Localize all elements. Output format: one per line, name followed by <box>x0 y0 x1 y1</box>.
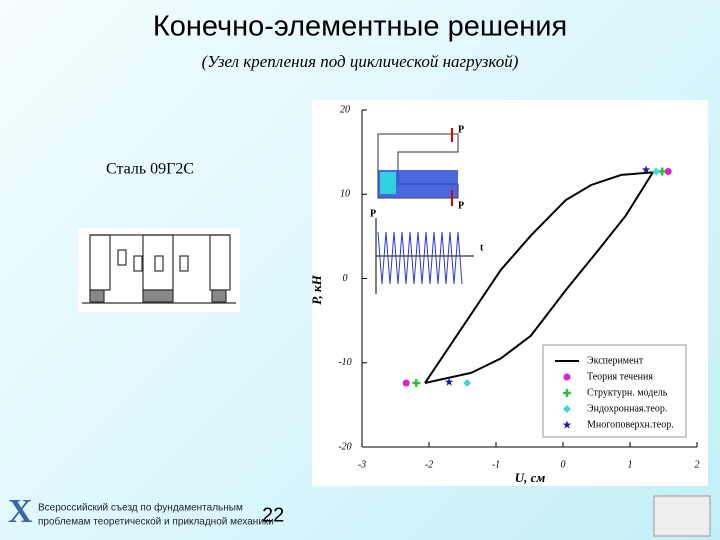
inset-load-history: P t <box>370 208 484 296</box>
x-tick-label: -2 <box>425 459 433 470</box>
legend-label: Многоповерхн.теор. <box>587 419 674 430</box>
x-axis-label: U, см <box>515 470 546 485</box>
x-tick-label: -3 <box>358 459 366 470</box>
marker <box>563 405 571 413</box>
inset-label: P <box>370 208 376 219</box>
footer-logo: X <box>8 493 33 530</box>
title: Конечно-элементные решения <box>153 11 567 43</box>
footer-text: проблемам теоретической и прикладной мех… <box>38 516 274 528</box>
y-tick-label: 20 <box>340 104 350 115</box>
marker <box>664 168 672 176</box>
marker <box>563 389 571 397</box>
marker <box>641 165 651 174</box>
y-axis-label: P, кН <box>309 274 324 304</box>
legend-label: Эксперимент <box>587 355 644 366</box>
footer-text: Всероссийский съезд по фундаментальным <box>38 502 243 514</box>
x-tick-label: 0 <box>561 459 566 470</box>
marker <box>652 167 661 176</box>
legend-label: Структурн. модель <box>587 387 668 398</box>
inset-label: t <box>480 242 484 253</box>
data-line <box>424 171 655 384</box>
marker <box>402 379 410 387</box>
marker <box>563 373 571 381</box>
marker <box>412 378 421 387</box>
legend-label: Эндохронная.теор. <box>587 403 667 414</box>
inset-label: P <box>458 124 464 135</box>
marker <box>463 378 472 387</box>
material: Сталь 09Г2С <box>106 161 194 178</box>
subtitle: (Узел крепления под циклической нагрузко… <box>202 52 519 71</box>
y-tick-label: -10 <box>338 357 351 368</box>
x-tick-label: 1 <box>628 459 633 470</box>
page-number: 22 <box>262 504 284 526</box>
structure-sketch <box>78 228 240 312</box>
inset-label: P <box>458 200 464 211</box>
x-tick-label: 2 <box>695 459 700 470</box>
marker <box>562 420 572 429</box>
x-tick-label: -1 <box>492 459 500 470</box>
legend-label: Теория течения <box>587 371 653 382</box>
y-tick-label: 0 <box>343 273 348 284</box>
y-tick-label: -20 <box>338 441 351 452</box>
y-tick-label: 10 <box>340 189 350 200</box>
inset-fe-model: P P <box>377 124 464 211</box>
marker <box>444 377 454 386</box>
footer-emblem <box>653 495 711 537</box>
